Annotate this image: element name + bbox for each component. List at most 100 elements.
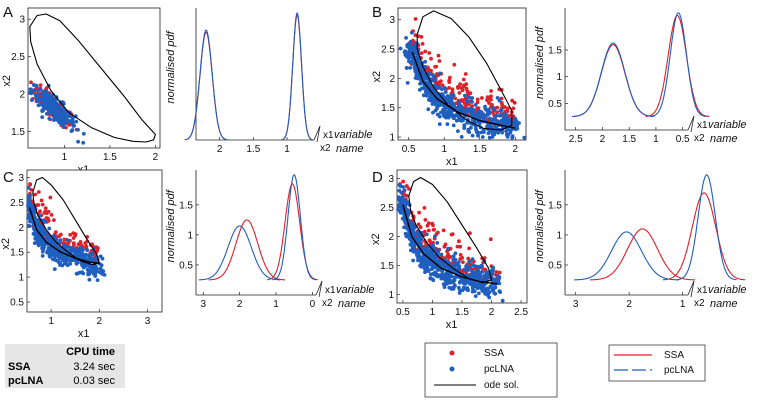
pclna-point [65, 263, 70, 268]
pclna-point [478, 284, 483, 288]
x-tick-label: 0.5 [396, 307, 410, 318]
ssa-point [34, 203, 39, 208]
pclna-point [409, 239, 414, 243]
ssa-point [480, 96, 484, 100]
pclna-point [71, 120, 75, 125]
pclna-point [413, 76, 418, 80]
ssa-point [423, 49, 428, 54]
ssa-point [500, 103, 504, 107]
legend-pdf-ssa-label: SSA [664, 350, 684, 361]
ssa-point [435, 72, 439, 76]
ssa-point [468, 231, 472, 236]
pclna-point [471, 263, 476, 268]
pclna-point [483, 107, 488, 111]
pclna-point [60, 253, 64, 258]
ssa-point [53, 230, 58, 235]
pclna-point [100, 256, 105, 261]
pclna-point [408, 60, 413, 65]
pclna-point [407, 235, 412, 240]
pclna-point [464, 279, 469, 284]
pclna-point [505, 127, 510, 132]
ssa-point [460, 99, 465, 104]
pclna-point [417, 239, 422, 244]
pclna-point [81, 254, 85, 258]
pdf-axis-end-label-x2: x2 [694, 133, 705, 144]
ssa-point [458, 244, 463, 249]
ssa-point [487, 101, 491, 105]
pclna-point [47, 250, 52, 255]
pclna-point [404, 234, 409, 239]
pclna-point [33, 218, 38, 223]
pclna-point [72, 249, 77, 254]
pclna-point [498, 109, 503, 113]
legend-pdf: SSA pcLNA [608, 344, 706, 382]
pclna-point [492, 108, 497, 113]
y-tick-label: 3 [18, 173, 24, 184]
pdf-x-tick-label: 1.5 [622, 134, 636, 145]
pclna-point [412, 246, 417, 251]
ssa-point [461, 77, 466, 82]
pclna-point [496, 274, 500, 278]
pdf-variable-label: variable [708, 284, 747, 296]
pdf-y-tick-label: 0.5 [179, 260, 193, 271]
ssa-point [413, 17, 418, 21]
ssa-point [46, 209, 51, 214]
pclna-point [404, 66, 409, 70]
pclna-point [435, 106, 439, 111]
pdf-axis-end-label-x2: x2 [694, 298, 705, 309]
cpu-method-pclna: pcLNA [8, 375, 44, 387]
pclna-point [53, 115, 58, 119]
pclna-pdf-curve [676, 174, 737, 281]
pclna-point [418, 64, 422, 69]
ssa-point [38, 83, 43, 87]
pclna-point [464, 98, 469, 103]
pclna-point [451, 254, 456, 259]
pclna-point [47, 245, 52, 250]
pclna-point [32, 88, 37, 92]
pclna-point [102, 273, 107, 277]
y-tick-label: 1.5 [11, 127, 25, 138]
pclna-point [68, 247, 73, 252]
ssa-point [423, 218, 428, 222]
pclna-point [405, 208, 409, 213]
pdf-y-tick-label: 1 [187, 230, 193, 241]
ssa-point [76, 242, 81, 247]
x-tick-label: 1 [430, 307, 436, 318]
pdf-x-tick-label: 3 [200, 299, 206, 310]
pclna-point [421, 246, 426, 251]
pclna-point [81, 265, 86, 270]
ssa-point [44, 216, 49, 221]
ssa-pdf-curve [266, 183, 318, 281]
ssa-point [447, 255, 451, 260]
pclna-point [450, 113, 455, 117]
pclna-point [423, 264, 427, 269]
ssa-point [429, 56, 433, 61]
legend-scatter: SSA pcLNA ode sol. [424, 342, 558, 398]
x-axis-label: x1 [446, 156, 458, 168]
pclna-point [76, 139, 80, 144]
y-tick-label: 2.5 [380, 203, 394, 214]
pclna-point [34, 94, 39, 99]
pdf-y-axis-label: normalised pdf [534, 189, 546, 262]
pclna-point [495, 96, 500, 100]
pdf-x-tick-label: 2.5 [569, 134, 583, 145]
pclna-point [47, 116, 52, 121]
pclna-point [451, 257, 456, 262]
pclna-point [26, 204, 30, 208]
ssa-point [431, 228, 436, 232]
ssa-point [507, 113, 512, 118]
ssa-point [458, 253, 463, 257]
ssa-pdf-curve [208, 219, 286, 281]
panel-letter-b: B [372, 4, 382, 21]
pclna-point [419, 242, 423, 247]
pclna-point [451, 280, 456, 284]
pclna-point [396, 195, 401, 200]
pclna-point [59, 110, 64, 115]
pclna-point [431, 110, 435, 115]
pclna-point [36, 243, 41, 248]
ssa-point [71, 231, 76, 236]
pclna-point [492, 123, 497, 128]
ssa-point [407, 186, 411, 191]
cpu-time-ssa: 3.24 sec [73, 361, 115, 373]
pclna-point [492, 291, 497, 295]
